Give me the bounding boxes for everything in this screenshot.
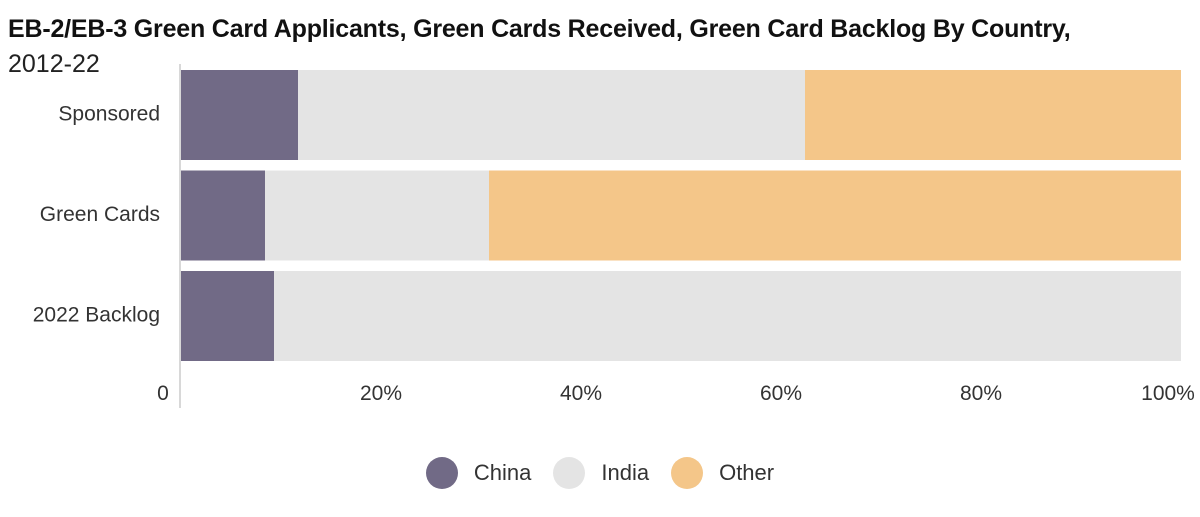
legend-label-china: China bbox=[473, 460, 532, 485]
legend-swatch-china bbox=[425, 457, 458, 489]
bar-green-cards-india bbox=[265, 170, 489, 261]
legend-item-india: India bbox=[553, 457, 649, 489]
category-label-sponsored: Sponsored bbox=[58, 103, 160, 126]
chart-subtitle: 2012-22 bbox=[8, 50, 100, 78]
x-tick-label: 80% bbox=[960, 382, 1002, 405]
x-tick-label: 0 bbox=[157, 382, 169, 405]
legend-swatch-india bbox=[553, 457, 586, 489]
legend-label-india: India bbox=[601, 460, 650, 485]
x-tick-label: 60% bbox=[760, 382, 802, 405]
bar-sponsored-china bbox=[181, 70, 298, 160]
legend-item-china: China bbox=[425, 457, 532, 489]
category-label-green-cards: Green Cards bbox=[40, 203, 160, 226]
x-tick-label: 100% bbox=[1141, 382, 1195, 405]
bar-sponsored-india bbox=[298, 70, 805, 160]
chart-legend: China India Other bbox=[0, 450, 1200, 496]
chart-title: EB-2/EB-3 Green Card Applicants, Green C… bbox=[8, 15, 1071, 43]
legend-label-other: Other bbox=[719, 460, 775, 485]
bar-2022-backlog-china bbox=[181, 271, 274, 361]
bar-green-cards-other bbox=[489, 170, 1181, 261]
bar-green-cards-china bbox=[181, 170, 265, 261]
x-tick-label: 20% bbox=[360, 382, 402, 405]
legend-item-other: Other bbox=[671, 457, 774, 489]
stacked-bar-chart: Sponsored Green Cards 2022 Backlog 0 20% 40% 6… bbox=[33, 64, 1195, 408]
bar-sponsored-other bbox=[805, 70, 1181, 160]
category-label-2022-backlog: 2022 Backlog bbox=[33, 304, 160, 327]
bar-2022-backlog-india bbox=[274, 271, 1181, 361]
x-tick-label: 40% bbox=[560, 382, 602, 405]
legend-swatch-other bbox=[671, 457, 704, 489]
